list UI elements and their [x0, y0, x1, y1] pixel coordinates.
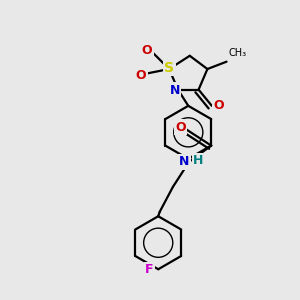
Text: O: O [142, 44, 152, 57]
Text: H: H [193, 154, 203, 167]
Text: CH₃: CH₃ [229, 48, 247, 58]
Text: S: S [164, 61, 174, 75]
Text: N: N [170, 84, 180, 97]
Text: O: O [213, 99, 224, 112]
Text: O: O [136, 69, 146, 82]
Text: F: F [145, 263, 154, 276]
Text: O: O [176, 121, 186, 134]
Text: N: N [179, 155, 190, 168]
